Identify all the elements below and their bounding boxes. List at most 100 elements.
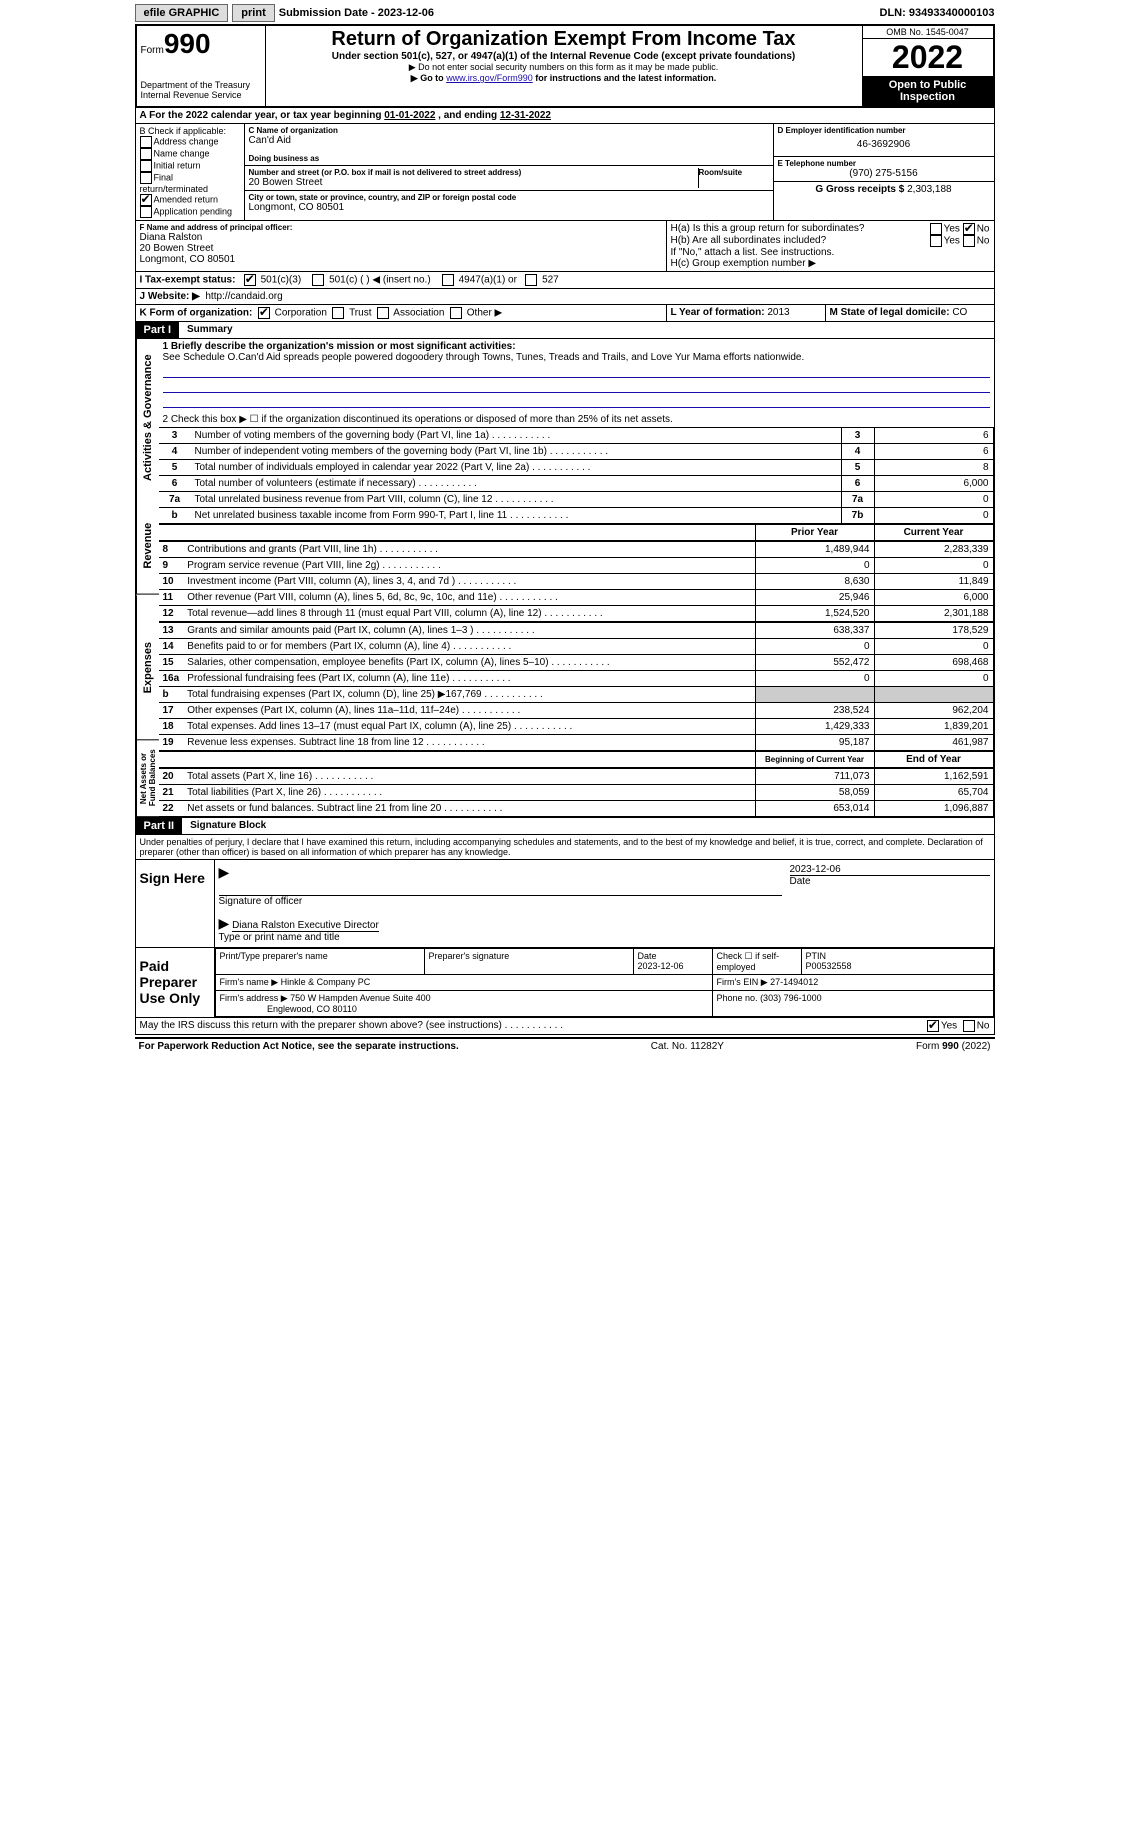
ein-value: 46-3692906 [778,135,990,154]
firm-name-label: Firm's name ▶ [220,977,279,987]
officer-printed-name: Diana Ralston Executive Director [232,920,379,932]
ha-label: H(a) Is this a group return for subordin… [671,223,865,235]
dln-number: DLN: 93493340000103 [880,7,995,19]
self-employed-check[interactable]: Check ☐ if self-employed [717,951,780,972]
hb-options[interactable]: Yes No [930,235,990,247]
check-amended[interactable]: Amended return [140,194,240,206]
check-name[interactable]: Name change [140,148,240,160]
vert-expenses: Expenses [136,595,159,740]
hc-label: H(c) Group exemption number ▶ [671,258,990,269]
table-row: 17 Other expenses (Part IX, column (A), … [159,703,994,719]
org-name: Can'd Aid [249,135,769,146]
discuss-options[interactable]: Yes No [927,1020,990,1032]
table-row: 4Number of independent voting members of… [159,444,994,460]
line1-label: 1 Briefly describe the organization's mi… [163,341,516,352]
col-current: Current Year [874,525,993,541]
section-fh: F Name and address of principal officer:… [135,221,995,272]
form-header: Form990 Department of the Treasury Inter… [135,24,995,108]
ein-label: D Employer identification number [778,126,990,135]
street-address: 20 Bowen Street [249,177,698,188]
irs-link[interactable]: www.irs.gov/Form990 [446,73,533,83]
table-row: 8 Contributions and grants (Part VIII, l… [159,542,994,558]
top-bar: efile GRAPHIC print Submission Date - 20… [135,4,995,22]
footer-mid: Cat. No. 11282Y [651,1041,724,1052]
dept-treasury: Department of the Treasury [141,80,261,90]
table-rev-header: Prior Year Current Year [159,524,994,541]
discuss-label: May the IRS discuss this return with the… [140,1020,564,1032]
check-final[interactable]: Final return/terminated [140,172,240,194]
section-bcdeg: B Check if applicable: Address change Na… [135,124,995,221]
check-address[interactable]: Address change [140,136,240,148]
officer-addr2: Longmont, CO 80501 [140,254,662,265]
gross-label: G Gross receipts $ [815,184,904,195]
part1-body: Activities & Governance Revenue Expenses… [135,339,995,818]
check-corp[interactable] [258,307,270,319]
firm-addr2: Englewood, CO 80110 [267,1004,357,1014]
tax-status-label: I Tax-exempt status: [140,275,236,286]
irs-label: Internal Revenue Service [141,90,261,100]
check-501c3[interactable] [244,274,256,286]
discuss-row: May the IRS discuss this return with the… [135,1018,995,1035]
table-row: 15 Salaries, other compensation, employe… [159,655,994,671]
table-row: 9 Program service revenue (Part VIII, li… [159,558,994,574]
check-other[interactable] [450,307,462,319]
paid-preparer-block: Paid Preparer Use Only Print/Type prepar… [135,948,995,1018]
prep-date: 2023-12-06 [638,961,684,971]
check-527[interactable] [525,274,537,286]
form-org-label: K Form of organization: [140,308,253,319]
check-trust[interactable] [332,307,344,319]
table-row: 3Number of voting members of the governi… [159,428,994,444]
row-j: J Website: ▶ http://candaid.org [135,289,995,305]
check-initial[interactable]: Initial return [140,160,240,172]
table-row: 21 Total liabilities (Part X, line 26)58… [159,785,994,801]
tax-year: 2022 [863,39,993,76]
paid-preparer-label: Paid Preparer Use Only [136,948,215,1017]
table-row: b Total fundraising expenses (Part IX, c… [159,687,994,703]
table-row: 22 Net assets or fund balances. Subtract… [159,801,994,817]
table-row: 20 Total assets (Part X, line 16)711,073… [159,769,994,785]
sig-officer-label: Signature of officer [219,896,303,907]
prep-sig-label: Preparer's signature [429,951,510,961]
hb-label: H(b) Are all subordinates included? [671,235,827,247]
website-label: J Website: ▶ [140,291,200,302]
year-formation: 2013 [767,307,789,318]
officer-addr1: 20 Bowen Street [140,243,662,254]
table-row: 14 Benefits paid to or for members (Part… [159,639,994,655]
sig-date: 2023-12-06 [790,864,990,876]
firm-addr-label: Firm's address ▶ [220,993,288,1003]
ssn-note: ▶ Do not enter social security numbers o… [272,62,856,73]
box-b: B Check if applicable: Address change Na… [136,124,245,220]
page-footer: For Paperwork Reduction Act Notice, see … [135,1037,995,1054]
box-h: H(a) Is this a group return for subordin… [667,221,994,271]
date-label: Date [790,876,811,887]
table-row: bNet unrelated business taxable income f… [159,508,994,524]
print-button[interactable]: print [232,4,274,22]
year-formation-label: L Year of formation: [671,307,765,318]
box-deg: D Employer identification number 46-3692… [773,124,994,220]
preparer-table: Print/Type preparer's name Preparer's si… [215,948,994,1017]
prep-date-label: Date [638,951,657,961]
row-klm: K Form of organization: Corporation Trus… [135,305,995,322]
footer-right: Form 990 (2022) [916,1041,991,1052]
check-4947[interactable] [442,274,454,286]
box-b-title: B Check if applicable: [140,126,240,136]
check-501c[interactable] [312,274,324,286]
vert-revenue: Revenue [136,497,159,595]
omb-number: OMB No. 1545-0047 [863,26,993,39]
ha-options[interactable]: Yes No [930,223,990,235]
sign-here-block: Sign Here ▶ Signature of officer 2023-12… [135,860,995,948]
goto-note: ▶ Go to www.irs.gov/Form990 for instruct… [272,73,856,84]
check-pending[interactable]: Application pending [140,206,240,218]
state-domicile-label: M State of legal domicile: [830,307,950,318]
row-a-period: A For the 2022 calendar year, or tax yea… [135,108,995,124]
efile-button[interactable]: efile GRAPHIC [135,4,229,22]
line2: 2 Check this box ▶ ☐ if the organization… [159,412,994,427]
row-i: I Tax-exempt status: 501(c)(3) 501(c) ( … [135,272,995,289]
arrow-icon: ▶ [219,864,230,880]
table-row: 6Total number of volunteers (estimate if… [159,476,994,492]
firm-name: Hinkle & Company PC [281,977,371,987]
public-inspection: Open to PublicInspection [863,76,993,106]
check-assoc[interactable] [377,307,389,319]
line1: 1 Briefly describe the organization's mi… [159,339,994,412]
part1-badge: Part I [136,322,180,338]
